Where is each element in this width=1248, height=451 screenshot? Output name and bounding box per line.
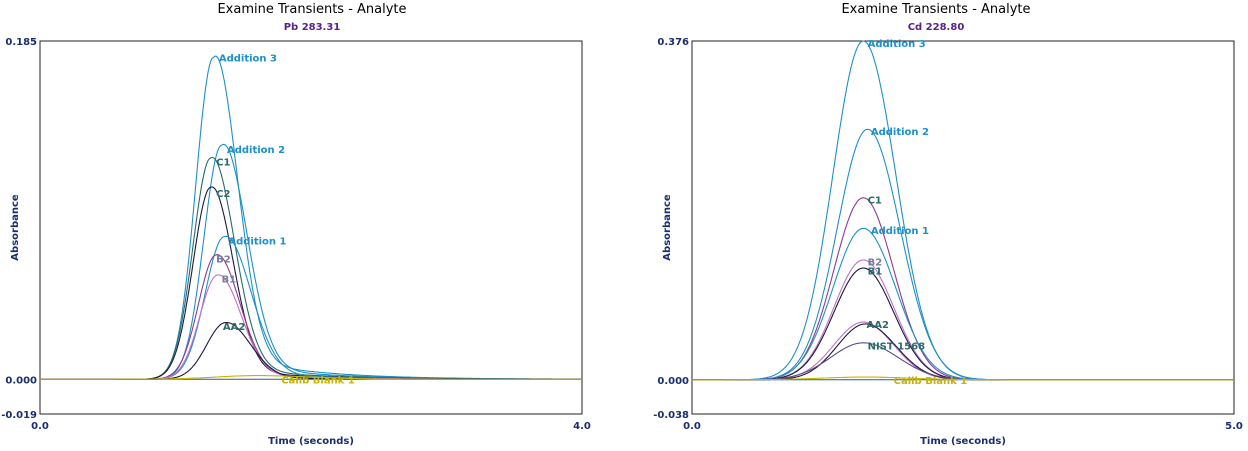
- series-label: C1: [216, 158, 230, 169]
- y-axis-label: Absorbance: [662, 194, 673, 261]
- y-axis-label: Absorbance: [10, 194, 21, 261]
- series-line-b2: [692, 259, 1234, 381]
- series-label: AA2: [223, 322, 245, 333]
- series-line-c2: [40, 186, 582, 380]
- x-tick-label: 0.0: [31, 421, 49, 432]
- series-line-b2: [40, 254, 582, 380]
- series-label: B1: [868, 267, 883, 278]
- series-line-addition-2: [692, 128, 1234, 381]
- x-axis-label: Time (seconds): [920, 436, 1006, 447]
- series-label: C2: [216, 189, 230, 200]
- x-tick-label: 0.0: [683, 421, 701, 432]
- plot-frame: [39, 40, 583, 415]
- series-label: Addition 1: [871, 226, 929, 237]
- series-line-addition-3: [40, 55, 583, 380]
- y-tick-label: 0.000: [5, 375, 37, 386]
- y-tick-label: 0.185: [5, 37, 37, 48]
- series-label: AA2: [867, 320, 889, 331]
- x-axis-label: Time (seconds): [268, 436, 354, 447]
- series-label: Calib Blank 1: [894, 376, 968, 387]
- series-line-aa1: [692, 323, 1234, 381]
- chart-subtitle: Cd 228.80: [907, 22, 965, 33]
- x-tick-label: 5.0: [1225, 421, 1243, 432]
- x-tick-label: 4.0: [573, 421, 591, 432]
- series-label: B2: [868, 258, 883, 269]
- y-tick-label: -0.038: [653, 410, 689, 421]
- series-line-calib-blank-1: [692, 376, 1234, 381]
- series-line-b1: [40, 274, 582, 380]
- y-tick-label: 0.376: [657, 37, 689, 48]
- series-label: B2: [216, 255, 231, 266]
- series-label: Addition 2: [871, 127, 929, 138]
- y-tick-label: -0.019: [1, 410, 37, 421]
- series-line-b1: [692, 267, 1234, 381]
- series-label: NIST 1568: [868, 342, 925, 353]
- series-label: Addition 3: [868, 39, 926, 50]
- plot-frame: [691, 40, 1235, 415]
- series-line-aa2: [40, 321, 582, 380]
- series-line-addition-1: [40, 235, 582, 380]
- series-line-addition-3: [692, 40, 1234, 381]
- series-label: Addition 3: [219, 53, 277, 64]
- y-tick-label: 0.000: [657, 376, 689, 387]
- series-label: B1: [222, 275, 237, 286]
- series-line-addition-1: [692, 227, 1234, 381]
- series-label: C1: [868, 196, 882, 207]
- series-line-aa2: [692, 321, 1234, 381]
- pb-chart-panel: Examine Transients - Analyte Pb 283.31 0…: [1, 2, 591, 447]
- chart-title: Examine Transients - Analyte: [841, 2, 1031, 17]
- chart-title: Examine Transients - Analyte: [217, 2, 407, 17]
- cd-chart-panel: Examine Transients - Analyte Cd 228.80 0…: [624, 0, 1248, 451]
- series-line-nist-1568: [692, 342, 1234, 381]
- series-label: Addition 2: [227, 145, 285, 156]
- series-label: Addition 1: [228, 236, 286, 247]
- chart-subtitle: Pb 283.31: [283, 22, 341, 33]
- series-label: Calib Blank 1: [281, 375, 355, 386]
- series-line-c1: [40, 156, 582, 380]
- series-line-addition-2: [40, 143, 582, 380]
- series-line-calib-blank-1: [40, 375, 582, 380]
- series-line-c1: [692, 197, 1234, 381]
